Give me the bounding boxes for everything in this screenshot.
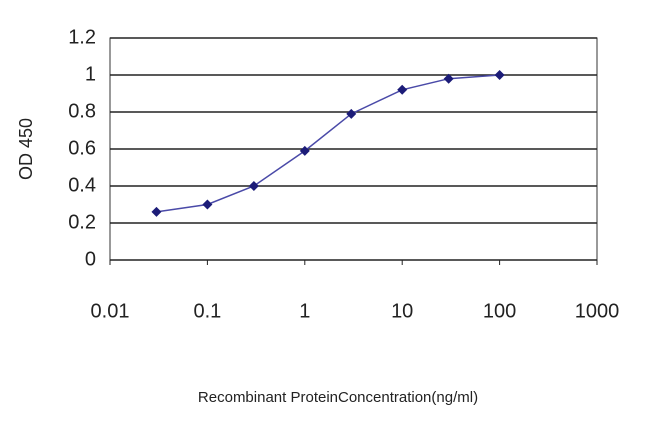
x-tick-label: 1	[299, 300, 310, 322]
x-tick-label: 1000	[575, 300, 620, 322]
data-point	[397, 84, 408, 95]
data-line	[156, 74, 500, 213]
x-tick-label: 10	[391, 300, 413, 322]
data-point	[494, 70, 505, 80]
data-point	[151, 206, 162, 217]
x-tick-label: 100	[483, 300, 516, 322]
data-point	[346, 108, 357, 119]
y-tick-label: 1.2	[68, 26, 96, 48]
y-tick-label: 0.2	[68, 211, 96, 233]
y-tick-label: 0.8	[68, 100, 96, 122]
y-axis-label: OD 450	[16, 118, 36, 180]
x-axis-label: Recombinant ProteinConcentration(ng/ml)	[198, 389, 478, 406]
y-tick-label: 0.6	[68, 137, 96, 159]
data-point	[299, 145, 310, 156]
y-tick-label: 0.4	[68, 174, 96, 196]
data-point	[202, 199, 213, 210]
y-tick-label: 0	[85, 248, 96, 270]
data-point	[248, 181, 259, 191]
x-tick-label: 0.1	[193, 300, 221, 322]
y-tick-label: 1	[85, 63, 96, 85]
x-tick-label: 0.01	[91, 300, 130, 322]
data-point	[443, 73, 454, 84]
